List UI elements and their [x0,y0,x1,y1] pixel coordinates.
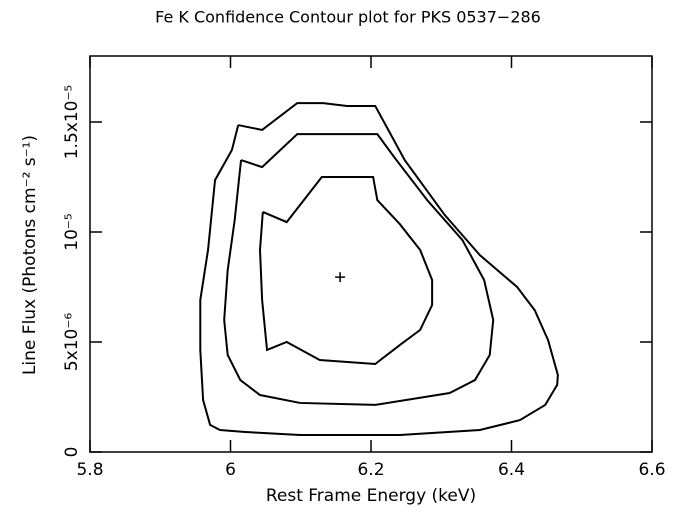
y-tick-label: 0 [62,447,82,458]
chart-title: Fe K Confidence Contour plot for PKS 053… [155,8,541,27]
x-axis-label: Rest Frame Energy (keV) [266,486,476,506]
x-tick-label: 6.4 [498,460,525,480]
contour-line [223,133,495,406]
x-tick-label: 6 [225,460,236,480]
contour-line [199,102,559,437]
plot-frame [89,55,653,453]
y-tick-label: 10⁻⁵ [62,213,82,250]
best-fit-marker [335,272,346,283]
y-tick-label: 1.5x10⁻⁵ [62,85,82,160]
y-tick-label: 5x10⁻⁶ [62,313,82,371]
contour-line [259,176,434,366]
x-tick-label: 6.6 [638,460,665,480]
x-tick-label: 5.8 [76,460,103,480]
y-axis-label: Line Flux (Photons cm⁻² s⁻¹) [20,135,40,375]
x-tick-label: 6.2 [357,460,384,480]
